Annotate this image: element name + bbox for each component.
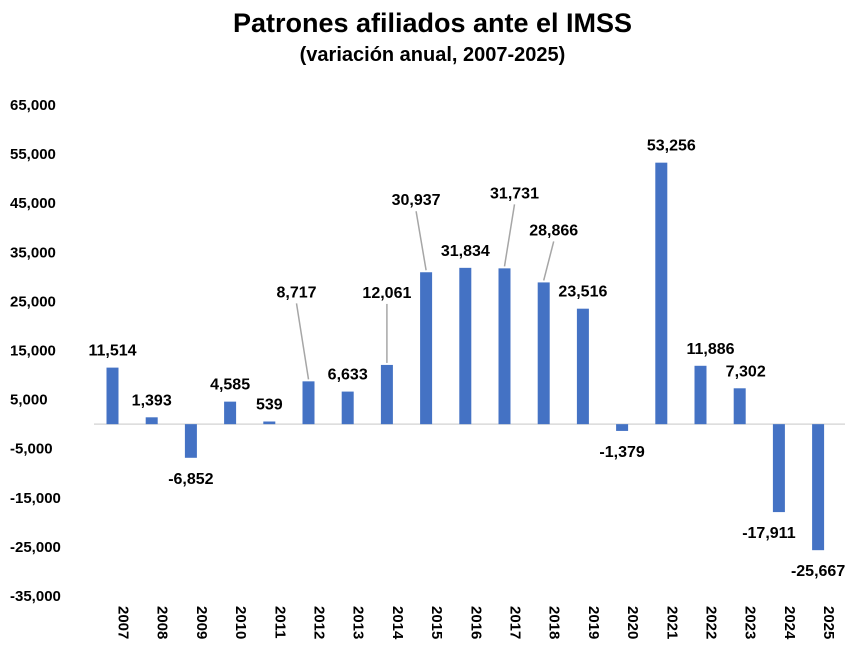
- x-tick-label: 2024: [781, 606, 798, 640]
- leader-line: [542, 241, 555, 281]
- bar-2019: [576, 308, 589, 425]
- data-label-2008: 1,393: [132, 392, 172, 409]
- data-label-2007: 11,514: [88, 343, 136, 360]
- y-tick-label: -25,000: [10, 539, 61, 556]
- bar-2012: [302, 381, 315, 425]
- x-tick-label: 2015: [428, 606, 445, 639]
- y-tick-label: 15,000: [10, 343, 56, 360]
- bar-2007: [106, 367, 119, 425]
- data-label-2021: 53,256: [647, 138, 696, 155]
- bar-2016: [459, 267, 472, 425]
- data-label-2024: -17,911: [742, 525, 795, 542]
- x-tick-label: 2017: [507, 606, 524, 639]
- x-tick-label: 2008: [154, 606, 171, 639]
- bar-2025: [812, 424, 825, 551]
- y-tick-label: 25,000: [10, 293, 56, 310]
- x-tick-label: 2018: [546, 606, 563, 639]
- bar-2015: [420, 272, 433, 425]
- data-label-2022: 11,886: [686, 341, 734, 358]
- data-label-2014: 12,061: [362, 285, 411, 302]
- bar-2011: [263, 421, 276, 425]
- x-tick-label: 2014: [389, 606, 406, 640]
- x-tick-label: 2021: [663, 606, 680, 639]
- data-label-2009: -6,852: [168, 471, 213, 488]
- data-label-2017: 31,731: [490, 185, 539, 202]
- bar-2017: [498, 268, 511, 425]
- x-tick-label: 2012: [311, 606, 328, 639]
- leader-line: [295, 303, 310, 380]
- bar-2022: [694, 365, 707, 425]
- x-tick-label: 2025: [820, 606, 837, 639]
- y-tick-label: 55,000: [10, 146, 56, 163]
- x-tick-label: 2013: [350, 606, 367, 639]
- data-label-2013: 6,633: [328, 367, 368, 384]
- x-tick-label: 2016: [467, 606, 484, 639]
- data-label-2010: 4,585: [210, 377, 250, 394]
- bar-2024: [772, 424, 785, 513]
- data-label-2012: 8,717: [276, 284, 316, 301]
- x-tick-label: 2020: [624, 606, 641, 639]
- bar-2013: [341, 391, 354, 425]
- bar-2023: [733, 388, 746, 425]
- y-tick-label: 35,000: [10, 244, 56, 261]
- data-label-2018: 28,866: [529, 222, 578, 239]
- data-label-2019: 23,516: [558, 284, 607, 301]
- data-label-2015: 30,937: [392, 192, 441, 209]
- data-label-2011: 539: [256, 397, 283, 414]
- y-tick-label: -5,000: [10, 441, 53, 458]
- x-tick-label: 2009: [193, 606, 210, 639]
- x-tick-label: 2022: [703, 606, 720, 639]
- x-tick-label: 2019: [585, 606, 602, 639]
- x-tick-label: 2011: [271, 606, 288, 639]
- bar-2021: [655, 162, 668, 425]
- bar-2009: [184, 424, 197, 458]
- y-tick-label: 45,000: [10, 195, 56, 212]
- bar-2020: [616, 424, 629, 431]
- data-label-2025: -25,667: [791, 563, 845, 580]
- bar-2014: [380, 364, 393, 425]
- x-tick-label: 2007: [115, 606, 132, 639]
- y-tick-label: -35,000: [10, 588, 61, 605]
- data-label-2016: 31,834: [441, 243, 490, 260]
- bar-2008: [145, 417, 158, 425]
- bar-2010: [224, 401, 237, 425]
- y-tick-label: -15,000: [10, 490, 61, 507]
- leader-line: [503, 204, 516, 267]
- chart-subtitle: (variación anual, 2007-2025): [299, 44, 566, 66]
- bar-2018: [537, 282, 550, 425]
- data-label-2023: 7,302: [726, 363, 766, 380]
- y-tick-label: 5,000: [10, 392, 48, 409]
- x-tick-label: 2023: [742, 606, 759, 639]
- chart-title: Patrones afiliados ante el IMSS: [232, 8, 633, 38]
- leader-line: [415, 211, 427, 271]
- data-label-2020: -1,379: [599, 444, 644, 461]
- x-tick-label: 2010: [232, 606, 249, 639]
- y-tick-label: 65,000: [10, 97, 56, 114]
